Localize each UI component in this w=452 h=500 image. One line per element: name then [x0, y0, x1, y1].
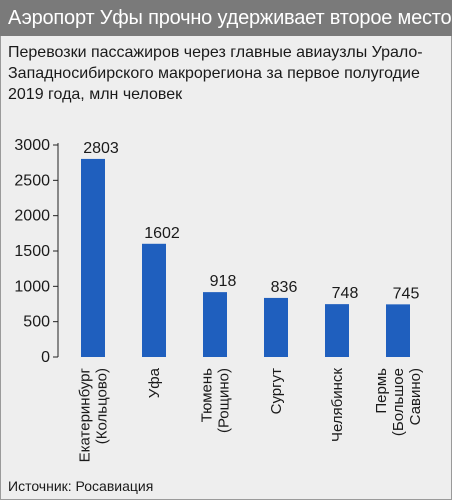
data-label: 918	[210, 273, 237, 290]
source-note: Источник: Росавиация	[8, 478, 154, 494]
x-tick-label-line: Тюмень	[199, 368, 216, 423]
bar	[386, 304, 410, 357]
x-tick-label-line: Екатеринбург	[77, 367, 94, 462]
x-tick-label: Сургут	[268, 368, 285, 414]
page-title: Аэропорт Уфы прочно удерживает второе ме…	[8, 7, 452, 29]
y-tick-label: 2500	[14, 172, 50, 189]
data-label: 748	[332, 285, 359, 302]
x-tick-label-line: Савино)	[407, 368, 424, 425]
x-tick-label: Пермь (Большое Савино)	[373, 368, 424, 436]
y-tick-label: 0	[41, 349, 50, 366]
x-tick-label-line: (Рощино)	[216, 368, 233, 433]
y-tick-label: 2000	[14, 208, 50, 225]
x-tick-label-line: Челябинск	[329, 368, 346, 442]
data-label: 836	[271, 279, 298, 296]
data-label: 2803	[83, 140, 119, 157]
x-tick-label-line: (Кольцово)	[94, 368, 111, 444]
bar	[325, 304, 349, 357]
chart-title: Перевозки пассажиров через главные авиау…	[8, 44, 423, 103]
y-tick-label: 1500	[14, 243, 50, 260]
x-tick-label-line: Пермь	[373, 368, 390, 414]
bar	[203, 292, 227, 357]
x-tick-label-line: Уфа	[146, 367, 163, 398]
data-label: 745	[393, 285, 420, 302]
bar	[81, 158, 105, 357]
bar	[264, 297, 288, 357]
x-tick-label: Тюмень (Рощино)	[199, 368, 233, 433]
bar	[142, 243, 166, 357]
header-bar: Аэропорт Уфы прочно удерживает второе ме…	[0, 0, 452, 36]
y-tick-label: 3000	[14, 137, 50, 154]
x-tick-label: Челябинск	[329, 368, 346, 442]
y-tick-label: 500	[23, 314, 50, 331]
x-tick-label-line: Сургут	[268, 368, 285, 414]
x-tick-label: Уфа	[146, 367, 163, 398]
y-tick-label: 1000	[14, 278, 50, 295]
x-tick-label-line: (Большое	[390, 368, 407, 436]
x-tick-label: Екатеринбург (Кольцово)	[77, 367, 111, 462]
data-label: 1602	[144, 225, 180, 242]
